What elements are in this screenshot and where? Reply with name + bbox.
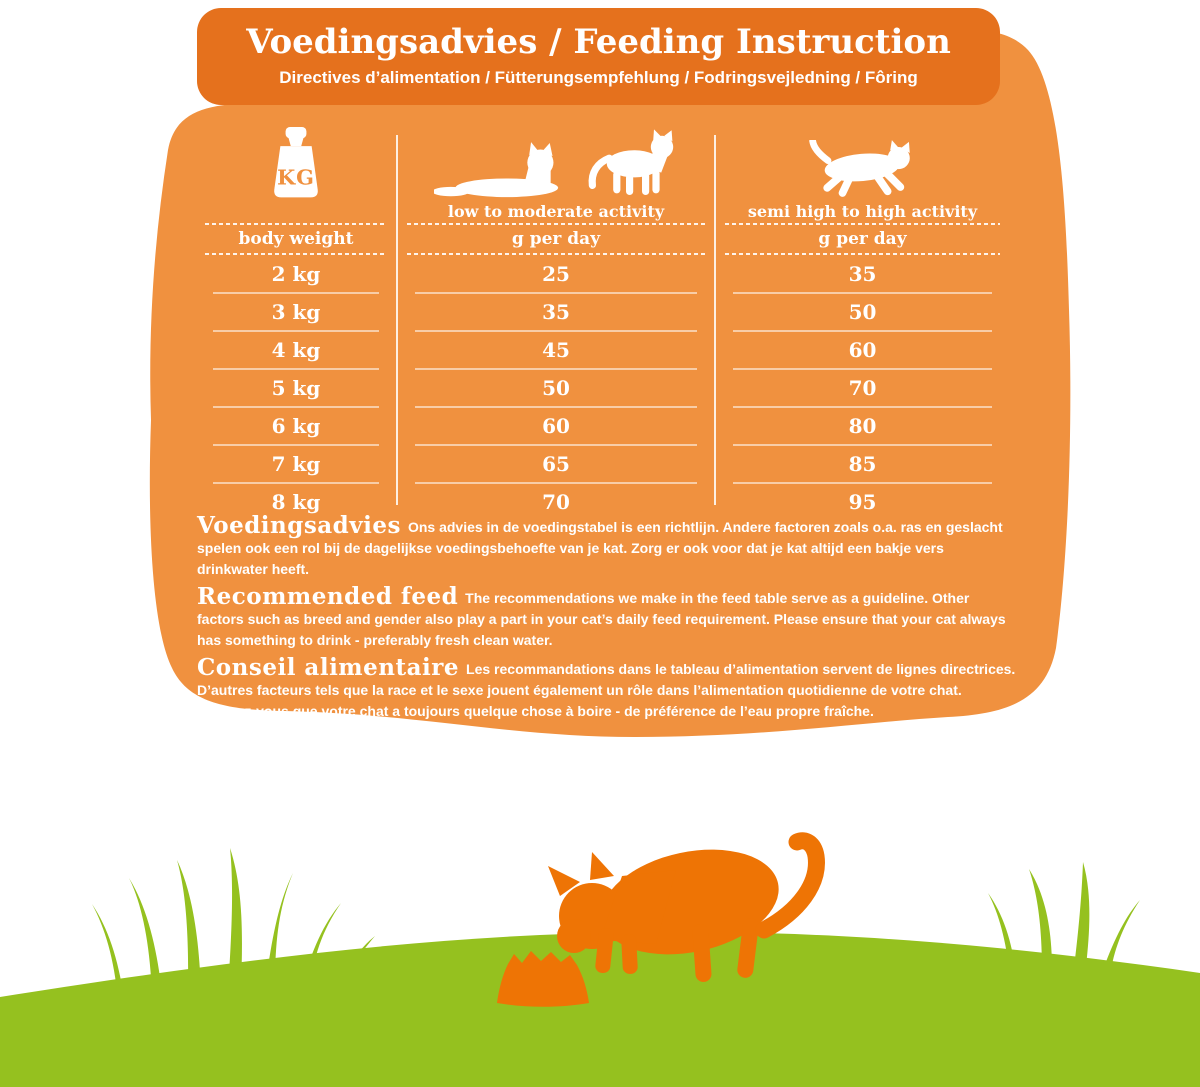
weight-cell: 6 kg <box>271 414 321 438</box>
note-english-lead: Recommended feed <box>197 583 459 610</box>
running-cat-icon <box>809 140 910 197</box>
note-french-lead: Conseil alimentaire <box>197 654 460 681</box>
high-activity-header: semi high to high activity <box>747 201 978 221</box>
high-activity-cell: 70 <box>848 376 877 400</box>
grass-hill <box>0 931 1200 1087</box>
dashed-divider <box>407 253 705 255</box>
dashed-divider <box>725 253 1000 255</box>
page-title: Voedingsadvies / Feeding Instruction <box>246 22 951 62</box>
orange-panel-blob <box>149 29 1071 738</box>
low-activity-cell: 50 <box>542 376 570 400</box>
weight-cell: 8 kg <box>271 490 321 514</box>
note-english: Recommended feed The recommendations we m… <box>197 585 1017 651</box>
eating-cat-icon <box>548 832 825 982</box>
high-activity-cell: 50 <box>848 300 877 324</box>
low-activity-cell: 65 <box>542 452 570 476</box>
weight-cell: 2 kg <box>271 262 321 286</box>
dashed-divider <box>407 223 705 225</box>
low-activity-cell: 35 <box>542 300 570 324</box>
low-activity-unit: g per day <box>511 229 601 249</box>
header-banner: Voedingsadvies / Feeding Instruction Dir… <box>197 8 1000 105</box>
walking-cat-icon <box>588 129 674 195</box>
column-divider <box>714 135 716 505</box>
dashed-divider <box>205 253 387 255</box>
weight-cell: 7 kg <box>271 452 321 476</box>
lying-cat-icon <box>434 142 559 198</box>
low-activity-cell: 45 <box>542 338 570 362</box>
weight-cell: 5 kg <box>271 376 321 400</box>
weight-cell: 4 kg <box>271 338 321 362</box>
food-pile-icon <box>497 951 589 1007</box>
low-activity-cell: 60 <box>542 414 570 438</box>
page-subtitle: Directives d’alimentation / Fütterungsem… <box>279 68 918 87</box>
dashed-divider <box>205 223 387 225</box>
high-activity-column: semi high to high activity g per day 35 … <box>715 125 1010 520</box>
high-activity-cell: 95 <box>848 490 877 514</box>
low-activity-column: low to moderate activity g per day 25 35… <box>397 125 715 520</box>
weight-cell: 3 kg <box>271 300 321 324</box>
low-activity-cell: 70 <box>542 490 570 514</box>
low-activity-header: low to moderate activity <box>447 201 665 221</box>
high-activity-cell: 35 <box>848 262 877 286</box>
kg-icon-label: KG <box>277 164 315 189</box>
high-activity-unit: g per day <box>818 229 907 249</box>
body-weight-header: body weight <box>238 229 354 249</box>
high-activity-cell: 80 <box>848 414 877 438</box>
note-french: Conseil alimentaire Les recommandations d… <box>197 656 1017 722</box>
column-divider <box>396 135 398 505</box>
high-activity-cell: 60 <box>848 338 877 362</box>
feeding-table: KG body weight 2 kg 3 kg 4 kg 5 kg 6 kg … <box>195 125 1010 520</box>
kg-weight-icon: KG <box>274 127 318 198</box>
advisory-notes: Voedingsadvies Ons advies in de voedingst… <box>197 514 1017 729</box>
high-activity-cell: 85 <box>848 452 877 476</box>
note-french-text: Les recommandations dans le tableau d’al… <box>197 661 1016 719</box>
body-weight-column: KG body weight 2 kg 3 kg 4 kg 5 kg 6 kg … <box>195 125 397 520</box>
note-dutch-lead: Voedingsadvies <box>197 512 401 539</box>
note-dutch: Voedingsadvies Ons advies in de voedingst… <box>197 514 1017 580</box>
note-dutch-text: Ons advies in de voedingstabel is een ri… <box>197 519 1003 577</box>
note-english-text: The recommendations we make in the feed … <box>197 590 1006 648</box>
dashed-divider <box>725 223 1000 225</box>
low-activity-cell: 25 <box>542 262 570 286</box>
